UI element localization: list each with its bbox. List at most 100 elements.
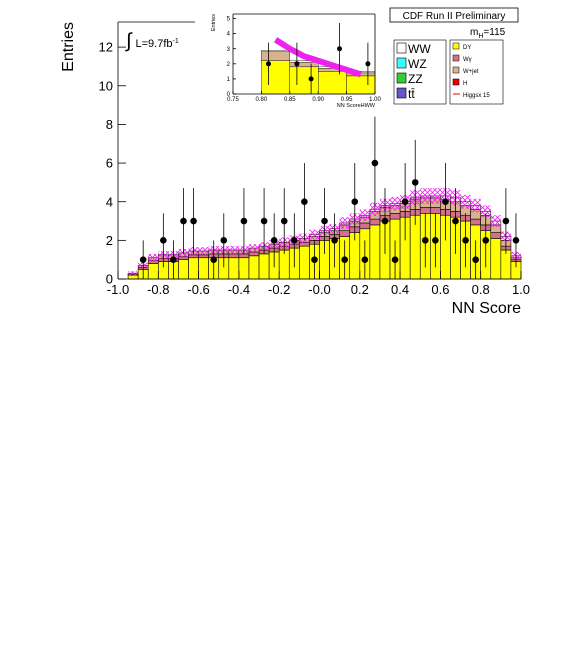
signal-line <box>273 37 362 78</box>
lumi-label: ∫ L=9.7fb-1 <box>125 30 179 52</box>
data-point <box>472 256 479 263</box>
y-tick-label: 10 <box>99 78 113 93</box>
x-tick-label: 0.8 <box>472 282 490 297</box>
legend-swatch <box>396 72 407 84</box>
bar <box>228 257 240 280</box>
uncertainty-band <box>309 229 320 240</box>
x-tick-label: -0.6 <box>187 282 209 297</box>
x-tick-label: 0.4 <box>391 282 409 297</box>
y-tick-label: 1 <box>227 77 231 83</box>
y-tick-label: 2 <box>106 233 113 248</box>
lumi-symbol: ∫ <box>125 30 133 52</box>
legend-label: DY <box>463 45 471 51</box>
legend-swatch <box>452 54 460 62</box>
bar <box>369 218 381 226</box>
uncertainty-band <box>430 188 441 204</box>
chart-title: CDF Run II Preliminary <box>403 11 506 22</box>
data-point <box>291 237 298 244</box>
bar <box>178 256 189 260</box>
uncertainty-band <box>228 246 239 254</box>
y-axis-label: Entries <box>60 22 77 72</box>
x-tick-label: 0.85 <box>284 97 296 103</box>
y-tick-label: 4 <box>227 32 231 38</box>
bar <box>389 213 401 220</box>
y-tick-label: 8 <box>106 117 113 132</box>
bar <box>248 251 260 257</box>
mass-label: mH=115 <box>470 27 506 40</box>
bar <box>188 257 199 280</box>
bar <box>490 232 502 239</box>
x-tick-label: 0.2 <box>351 282 369 297</box>
data-point <box>139 256 147 263</box>
y-tick-label: 6 <box>106 156 113 171</box>
bar <box>178 259 189 280</box>
bar <box>346 75 376 95</box>
legend-label: WW <box>408 42 431 56</box>
bar <box>339 230 351 237</box>
bar <box>419 207 431 214</box>
data-point <box>341 256 348 263</box>
data-point <box>365 61 371 67</box>
data-point <box>240 217 248 225</box>
bar <box>261 51 290 61</box>
x-tick-label: -1.0 <box>107 282 129 297</box>
data-point <box>190 217 197 225</box>
legend-label: Higgsx 15 <box>463 93 490 99</box>
data-point <box>170 256 177 263</box>
legend-swatch <box>396 87 407 99</box>
data-point <box>260 217 268 225</box>
uncertainty-band <box>390 196 401 211</box>
x-tick-label: 1.00 <box>369 97 381 103</box>
legend-swatch <box>396 42 407 54</box>
bar <box>359 222 371 230</box>
mass-sub: H <box>478 33 483 40</box>
legend-swatch <box>452 42 460 50</box>
data-point <box>210 256 218 263</box>
data-point <box>301 198 308 206</box>
bar <box>430 207 441 214</box>
bar <box>188 254 199 259</box>
uncertainty-band <box>460 194 471 209</box>
y-tick-label: 12 <box>99 40 113 55</box>
bar <box>238 257 250 280</box>
data-point <box>371 159 379 167</box>
legend-label: tt̄ <box>408 87 415 101</box>
data-point <box>294 61 300 67</box>
bar <box>261 50 290 52</box>
bar <box>369 224 381 280</box>
data-point <box>220 237 228 244</box>
data-point <box>331 237 338 244</box>
x-tick-label: 1.0 <box>512 282 530 297</box>
title-box <box>389 7 519 23</box>
data-point <box>270 237 278 244</box>
legend-label: W+jet <box>463 69 479 75</box>
bar <box>278 249 290 280</box>
bar <box>500 249 512 280</box>
x-tick-label: -0.2 <box>268 282 290 297</box>
uncertainty-band <box>420 188 431 204</box>
x-tick-label: -0.4 <box>228 282 250 297</box>
data-point <box>381 217 389 225</box>
x-tick-label: 0.80 <box>256 97 268 103</box>
data-point <box>411 179 419 186</box>
x-tick-label: -0.0 <box>308 282 330 297</box>
bar <box>228 253 240 259</box>
bar <box>470 218 481 226</box>
uncertainty-band <box>248 244 260 252</box>
uncertainty-band <box>490 215 501 227</box>
y-axis-label: Entries <box>211 14 217 31</box>
bar <box>289 66 319 95</box>
data-point <box>421 237 429 244</box>
uncertainty-band <box>148 253 159 262</box>
bar <box>261 60 290 95</box>
bar <box>490 238 502 280</box>
lumi-text: L=9.7fb <box>135 38 172 50</box>
uncertainty-band <box>359 209 370 222</box>
data-point <box>502 217 510 225</box>
y-tick-label: 5 <box>227 17 231 23</box>
data-point <box>160 237 167 244</box>
bar <box>248 255 260 280</box>
data-point <box>442 198 449 206</box>
data-point <box>401 198 409 206</box>
bar <box>318 71 347 95</box>
